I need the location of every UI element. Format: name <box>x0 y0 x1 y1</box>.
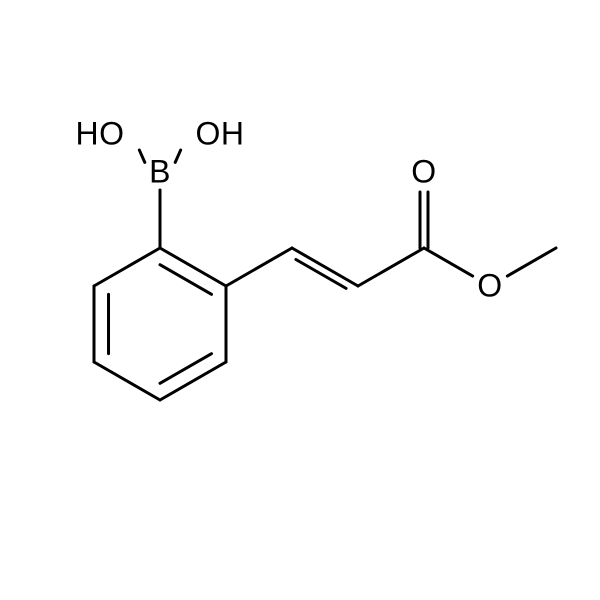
atom-label-oh2: OH <box>196 116 245 153</box>
atom-label-oh1: HO <box>76 116 125 153</box>
atom-label-os: O <box>477 268 502 305</box>
molecule-diagram <box>0 0 600 600</box>
atom-label-od: O <box>411 154 436 191</box>
atom-label-b: B <box>149 154 171 191</box>
